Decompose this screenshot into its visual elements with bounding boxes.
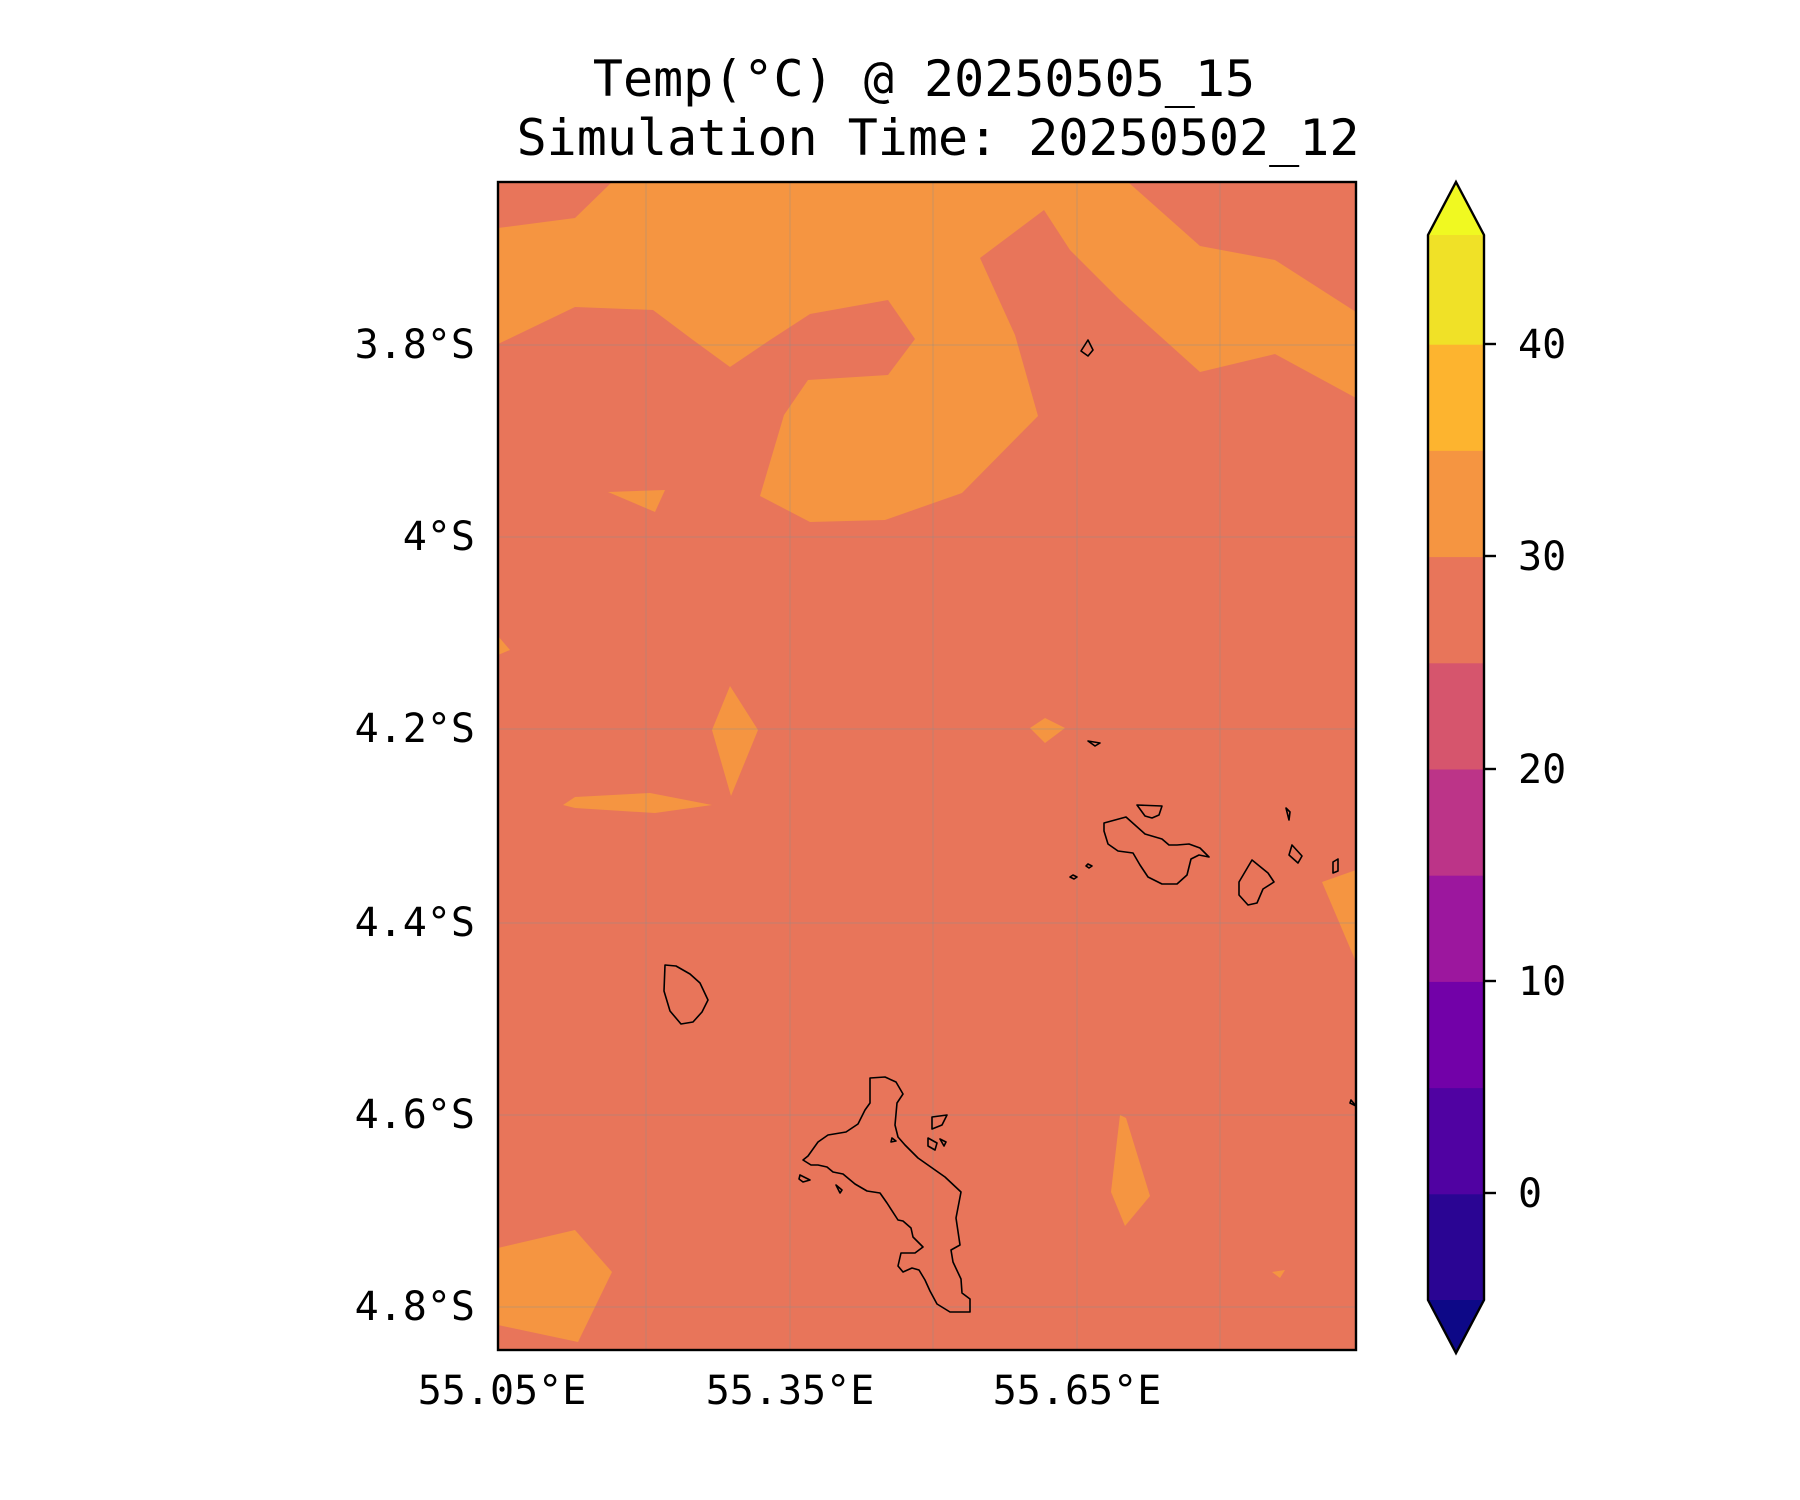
coastlines	[663, 339, 1356, 1313]
coastline-round	[939, 1138, 947, 1147]
coastline-silhouette	[663, 964, 709, 1025]
colorbar-bin	[1428, 344, 1484, 451]
colorbar-bin	[1428, 981, 1484, 1089]
map-panel	[498, 182, 1356, 1350]
coastline-east-edge	[1349, 1099, 1356, 1107]
coastline-north-islet	[1080, 339, 1094, 357]
lon-tick-labels: 55.05°E 55.35°E 55.65°E	[418, 1368, 1162, 1414]
colorbar-tick-label: 0	[1518, 1171, 1542, 1217]
warm-region-south-island	[1111, 1115, 1150, 1226]
colorbar-bin	[1428, 556, 1484, 664]
lat-tick-label: 4.6°S	[355, 1092, 475, 1138]
lat-tick-label: 4.4°S	[355, 900, 475, 946]
coastline-cerf	[927, 1137, 938, 1151]
coastline-curieuse	[1136, 804, 1163, 819]
coastline-conception	[835, 1184, 843, 1194]
coastline-praslin	[1103, 816, 1210, 885]
lat-tick-label: 4.8°S	[355, 1284, 475, 1330]
warm-band-regions	[498, 182, 1356, 1342]
lat-tick-label: 4.2°S	[355, 706, 475, 752]
colorbar-bin	[1428, 768, 1484, 876]
colorbar-ticks	[1484, 342, 1496, 1195]
map-subtitle: Simulation Time: 20250502_12	[517, 109, 1360, 167]
colorbar-tick-label: 40	[1518, 322, 1566, 368]
warm-region-small-1	[608, 490, 665, 512]
colorbar-bins	[1428, 235, 1484, 1301]
lat-tick-label: 3.8°S	[355, 322, 475, 368]
warm-region-small-3	[1272, 1270, 1285, 1278]
map-frame	[496, 180, 1358, 1352]
colorbar: 0 10 20 30 40	[1426, 179, 1566, 1356]
colorbar-tick-label: 20	[1518, 747, 1566, 793]
colorbar-bin	[1428, 875, 1484, 982]
warm-region-small-2	[1030, 718, 1065, 743]
coastline-islet-west-2	[1085, 863, 1093, 869]
colorbar-bin	[1428, 450, 1484, 558]
colorbar-bin	[1428, 235, 1484, 345]
warm-region-southwest	[498, 1230, 612, 1342]
coastline-felicite	[1288, 844, 1303, 864]
warm-region-west-edge	[498, 636, 510, 655]
colorbar-tick-label: 30	[1518, 534, 1566, 580]
colorbar-bin	[1428, 662, 1484, 770]
warm-region-strip	[563, 793, 712, 813]
coastline-islet-mahe	[890, 1137, 897, 1143]
warm-region-north	[498, 182, 1356, 522]
colorbar-bin	[1428, 1193, 1484, 1301]
coastline-islet-east	[1285, 807, 1291, 821]
coastline-aride	[1087, 740, 1101, 747]
colorbar-extend-under	[1428, 1300, 1484, 1353]
map-title: Temp(°C) @ 20250505_15	[593, 50, 1255, 108]
colorbar-bin	[1428, 1087, 1484, 1195]
colorbar-tick-label: 10	[1518, 959, 1566, 1005]
warm-region-diamond	[712, 686, 758, 796]
lon-tick-label: 55.65°E	[993, 1368, 1162, 1414]
lat-tick-label: 4°S	[403, 514, 475, 560]
lat-tick-labels: 3.8°S 4°S 4.2°S 4.4°S 4.6°S 4.8°S	[355, 322, 475, 1330]
lon-tick-label: 55.35°E	[706, 1368, 875, 1414]
coastline-la-digue	[1238, 859, 1275, 906]
gridlines	[498, 182, 1356, 1350]
coastline-islet-west-1	[1069, 874, 1078, 880]
colorbar-outline	[1426, 179, 1486, 1356]
coastline-marianne	[1332, 858, 1339, 874]
coastline-mahe	[802, 1076, 971, 1313]
colorbar-extend-over	[1428, 182, 1484, 235]
lon-tick-label: 55.05°E	[418, 1368, 587, 1414]
warm-region-east-edge	[1322, 870, 1356, 962]
coastline-therese	[798, 1174, 811, 1183]
coastline-st-anne	[931, 1114, 948, 1130]
